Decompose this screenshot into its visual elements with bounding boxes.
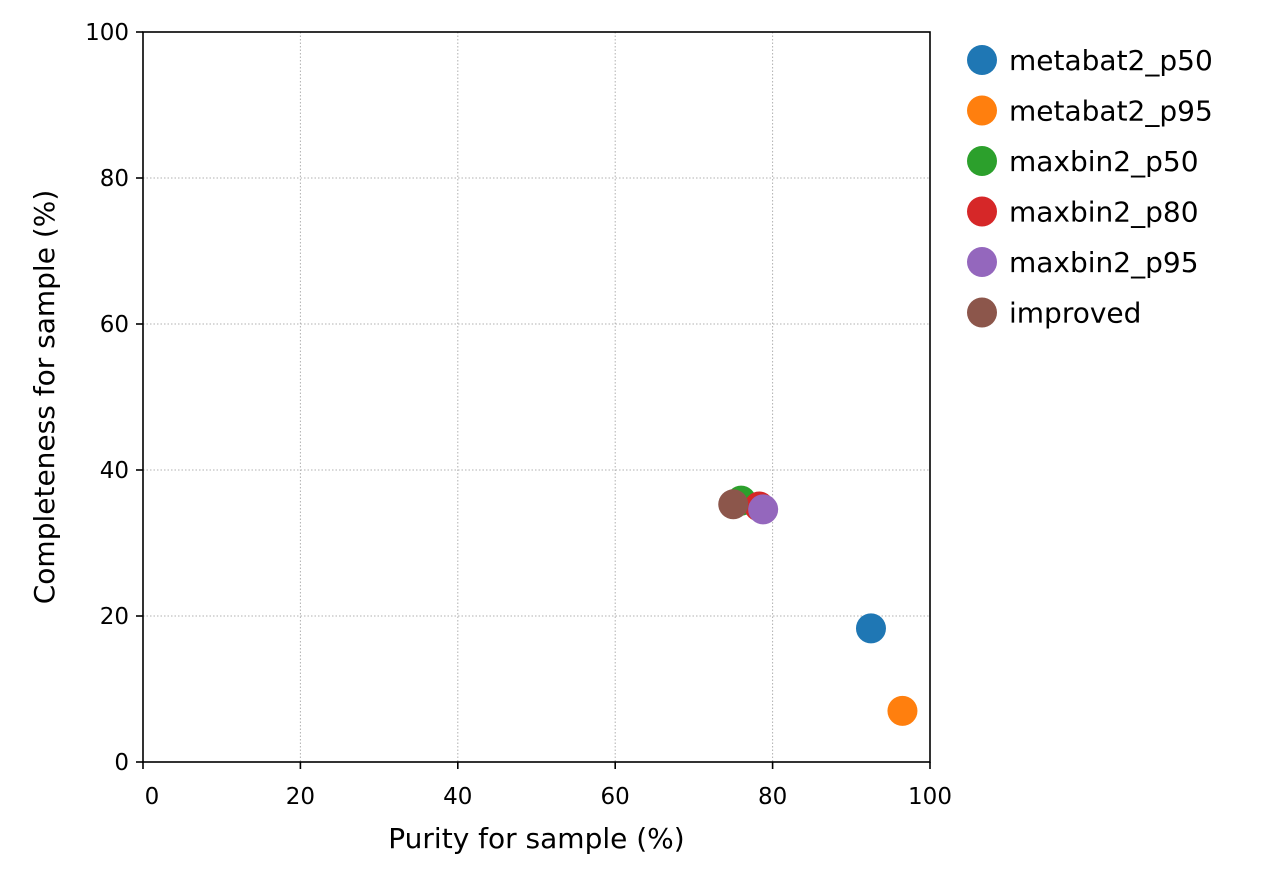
legend-label: metabat2_p50 (1009, 44, 1213, 77)
axis-ticks: 0 20 40 60 80 100 0 20 40 60 80 100 (85, 20, 952, 810)
x-tick-label: 20 (286, 784, 315, 810)
y-tick-label: 60 (100, 312, 129, 338)
x-tick-label: 0 (145, 784, 160, 810)
legend-label: improved (1009, 297, 1141, 330)
point-metabat2-p95 (887, 695, 918, 726)
point-maxbin2-p95 (748, 494, 779, 525)
x-tick-label: 40 (443, 784, 472, 810)
legend-label: maxbin2_p80 (1009, 196, 1199, 229)
y-tick-label: 20 (100, 604, 129, 630)
legend-marker-maxbin2-p95 (967, 247, 997, 277)
y-tick-label: 80 (100, 166, 129, 192)
data-points (718, 485, 918, 726)
y-tick-label: 0 (114, 750, 129, 776)
x-tick-label: 100 (908, 784, 952, 810)
legend-marker-maxbin2-p50 (967, 146, 997, 176)
point-metabat2-p50 (855, 613, 886, 644)
legend: metabat2_p50 metabat2_p95 maxbin2_p50maxbi… (967, 44, 1213, 330)
x-tick-label: 80 (758, 784, 787, 810)
y-tick-label: 100 (85, 20, 129, 46)
legend-label: metabat2_p95 (1009, 95, 1213, 128)
legend-marker-maxbin2-p80 (967, 196, 997, 227)
legend-marker-metabat2-p50 (967, 45, 997, 75)
y-axis-title: Completeness for sample (%) (28, 190, 61, 605)
x-tick-label: 60 (601, 784, 630, 810)
point-improved (718, 489, 749, 520)
plot-frame (142, 31, 931, 763)
y-tick-label: 40 (100, 458, 129, 484)
grid-lines (143, 32, 930, 762)
legend-label: maxbin2_p50 (1009, 145, 1199, 178)
legend-marker-metabat2-p95 (967, 95, 997, 126)
legend-marker-improved (967, 297, 997, 328)
x-axis-title: Purity for sample (%) (388, 822, 684, 855)
legend-label: maxbin2_p95 (1009, 246, 1199, 279)
